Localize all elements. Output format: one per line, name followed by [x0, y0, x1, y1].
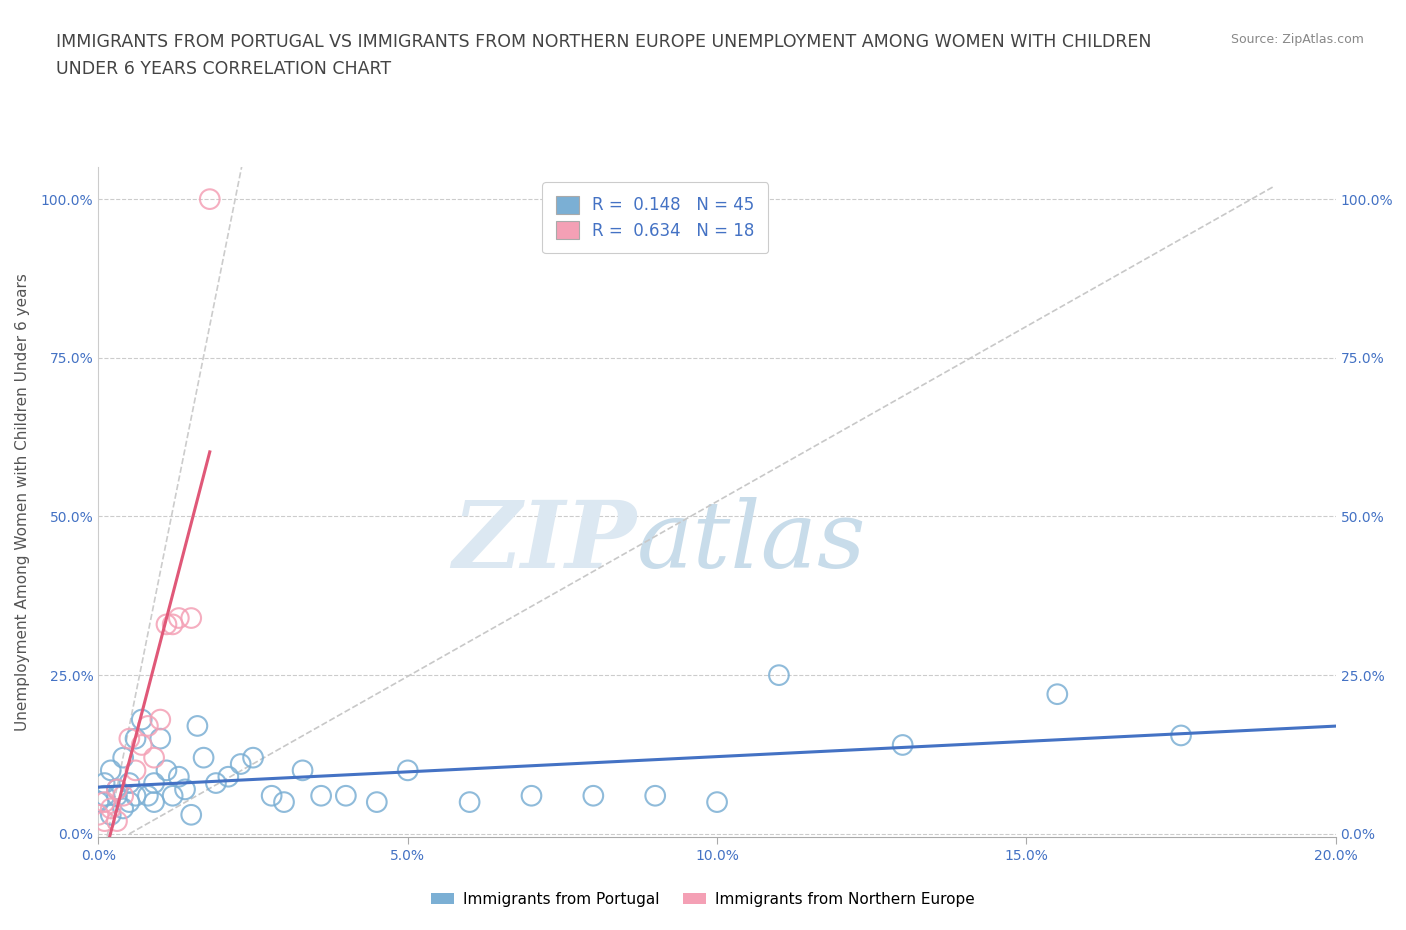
Point	[112, 751, 135, 765]
Point	[149, 731, 172, 746]
Y-axis label: Unemployment Among Women with Children Under 6 years: Unemployment Among Women with Children U…	[15, 273, 30, 731]
Point	[186, 719, 208, 734]
Point	[100, 801, 122, 816]
Text: Source: ZipAtlas.com: Source: ZipAtlas.com	[1230, 33, 1364, 46]
Point	[180, 611, 202, 626]
Point	[180, 807, 202, 822]
Point	[143, 794, 166, 809]
Point	[124, 731, 146, 746]
Point	[198, 192, 221, 206]
Point	[458, 794, 481, 809]
Point	[93, 776, 115, 790]
Point	[93, 814, 115, 829]
Point	[396, 763, 419, 777]
Point	[100, 763, 122, 777]
Text: ZIP: ZIP	[453, 498, 637, 588]
Point	[131, 737, 153, 752]
Point	[105, 789, 128, 804]
Point	[105, 814, 128, 829]
Point	[93, 794, 115, 809]
Point	[87, 807, 110, 822]
Point	[143, 751, 166, 765]
Point	[105, 782, 128, 797]
Point	[366, 794, 388, 809]
Point	[193, 751, 215, 765]
Point	[582, 789, 605, 804]
Point	[87, 794, 110, 809]
Point	[335, 789, 357, 804]
Legend: R =  0.148   N = 45, R =  0.634   N = 18: R = 0.148 N = 45, R = 0.634 N = 18	[543, 182, 768, 253]
Point	[891, 737, 914, 752]
Text: IMMIGRANTS FROM PORTUGAL VS IMMIGRANTS FROM NORTHERN EUROPE UNEMPLOYMENT AMONG W: IMMIGRANTS FROM PORTUGAL VS IMMIGRANTS F…	[56, 33, 1152, 50]
Point	[205, 776, 228, 790]
Text: UNDER 6 YEARS CORRELATION CHART: UNDER 6 YEARS CORRELATION CHART	[56, 60, 391, 78]
Point	[155, 763, 177, 777]
Point	[309, 789, 332, 804]
Legend: Immigrants from Portugal, Immigrants from Northern Europe: Immigrants from Portugal, Immigrants fro…	[425, 886, 981, 913]
Point	[118, 776, 141, 790]
Point	[242, 751, 264, 765]
Point	[105, 782, 128, 797]
Point	[174, 782, 197, 797]
Point	[520, 789, 543, 804]
Point	[155, 617, 177, 631]
Point	[118, 731, 141, 746]
Text: atlas: atlas	[637, 498, 866, 588]
Point	[768, 668, 790, 683]
Point	[644, 789, 666, 804]
Point	[143, 776, 166, 790]
Point	[1170, 728, 1192, 743]
Point	[229, 757, 252, 772]
Point	[112, 789, 135, 804]
Point	[136, 789, 159, 804]
Point	[136, 719, 159, 734]
Point	[162, 617, 184, 631]
Point	[100, 807, 122, 822]
Point	[118, 794, 141, 809]
Point	[162, 789, 184, 804]
Point	[291, 763, 314, 777]
Point	[273, 794, 295, 809]
Point	[260, 789, 283, 804]
Point	[93, 789, 115, 804]
Point	[131, 712, 153, 727]
Point	[112, 801, 135, 816]
Point	[149, 712, 172, 727]
Point	[167, 611, 190, 626]
Point	[1046, 686, 1069, 701]
Point	[217, 769, 239, 784]
Point	[124, 789, 146, 804]
Point	[124, 763, 146, 777]
Point	[706, 794, 728, 809]
Point	[167, 769, 190, 784]
